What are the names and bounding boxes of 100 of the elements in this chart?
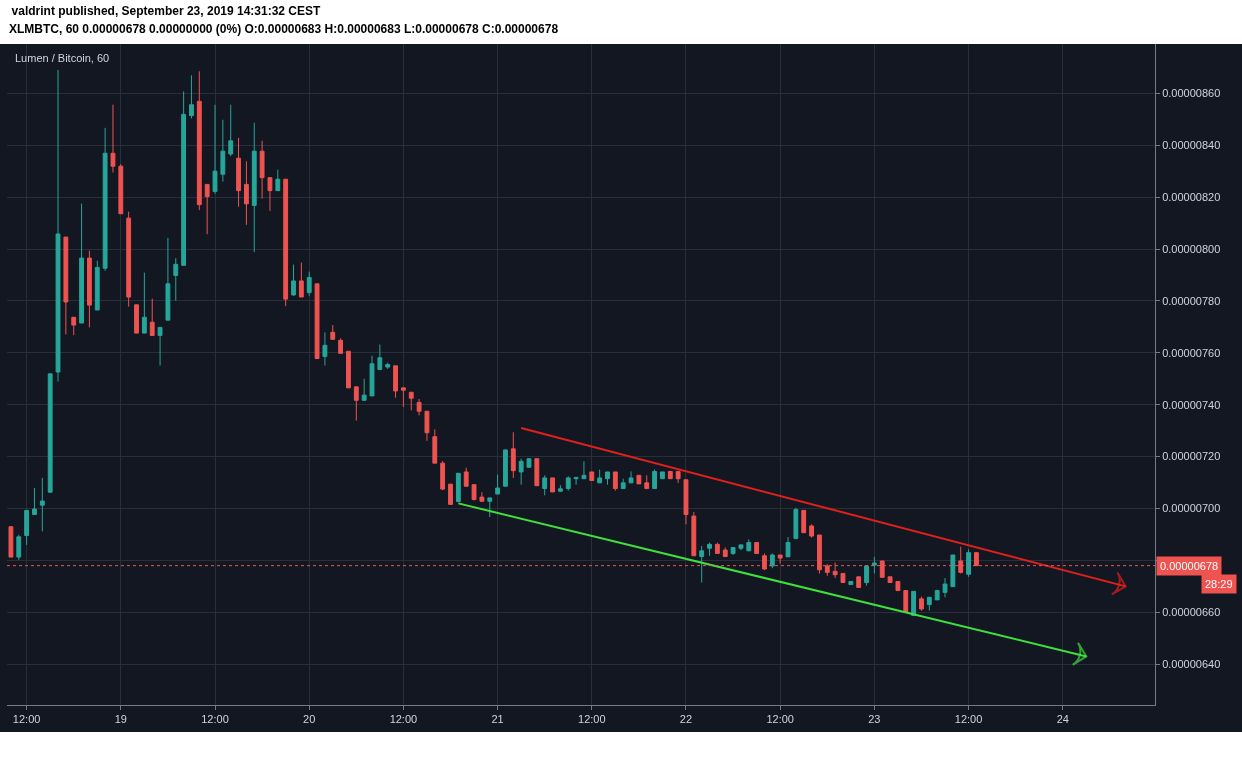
candlestick — [887, 576, 893, 584]
candlestick — [856, 576, 862, 588]
candlestick — [699, 545, 705, 584]
y-tick-label: 0.00000760 — [1162, 346, 1221, 359]
candlestick — [448, 483, 453, 505]
candlestick — [393, 365, 398, 399]
candlestick — [675, 470, 681, 484]
candlestick — [385, 362, 391, 370]
candlestick — [330, 324, 336, 340]
candlestick — [503, 449, 508, 487]
candlestick — [903, 590, 909, 613]
candlestick — [919, 596, 924, 612]
candlestick — [864, 565, 869, 587]
candlestick — [667, 470, 673, 480]
candlestick — [809, 523, 814, 539]
x-tick-label: 23 — [868, 713, 881, 726]
candlestick — [32, 487, 37, 516]
y-tick-label: 0.00000820 — [1162, 190, 1221, 203]
candlestick — [228, 104, 234, 157]
candlestick — [377, 344, 383, 370]
candlestick — [94, 260, 100, 311]
candlestick — [589, 471, 595, 482]
candlestick — [165, 237, 171, 321]
candlestick — [605, 471, 610, 486]
candlestick — [911, 590, 917, 616]
candlestick — [283, 178, 289, 307]
candlestick — [620, 478, 626, 490]
candlestick — [71, 316, 77, 336]
candlestick — [730, 546, 736, 556]
candlestick — [557, 484, 563, 492]
candlestick — [196, 70, 202, 211]
candlestick — [542, 474, 548, 496]
candlestick — [636, 474, 642, 485]
candlestick — [251, 122, 257, 253]
y-tick-label: 0.00000720 — [1162, 450, 1221, 463]
annotation: Lumen / Bitcoin, 60 — [15, 52, 110, 64]
candlestick — [338, 337, 344, 354]
candlestick — [683, 479, 689, 525]
candlestick — [212, 104, 218, 195]
candlestick — [102, 127, 108, 272]
y-tick-label: 0.00000800 — [1162, 242, 1221, 255]
candlestick — [408, 391, 414, 411]
candlestick — [55, 69, 61, 383]
y-tick-label: 0.00000840 — [1162, 139, 1221, 152]
candlestick — [495, 474, 501, 495]
candlestick — [573, 476, 579, 486]
candlestick — [236, 137, 241, 208]
candlestick — [612, 471, 618, 492]
candlestick — [181, 90, 187, 266]
candlestick — [707, 542, 712, 557]
candlestick — [314, 283, 320, 360]
x-tick-label: 20 — [303, 713, 316, 726]
y-tick-label: 0.00000640 — [1162, 658, 1221, 671]
candlestick — [189, 74, 194, 119]
candlestick — [463, 467, 469, 487]
chart-subtitle: XLMBTC, 60 0.00000678 0.00000000 (0%) O:0.00000683 H:0.00000683 L:0.00000678 C:0.00000678 — [9, 22, 559, 36]
candlestick — [895, 580, 901, 592]
x-tick-label: 12:00 — [766, 713, 794, 726]
candlestick — [204, 183, 210, 235]
candlestick — [840, 572, 846, 584]
candlestick — [118, 163, 124, 215]
candlestick — [291, 264, 296, 297]
candlestick — [526, 458, 532, 468]
x-tick-label: 12:00 — [578, 713, 606, 726]
x-tick-label: 12:00 — [389, 713, 418, 726]
y-tick-label: 0.00000660 — [1162, 606, 1221, 619]
candlestick — [79, 203, 84, 324]
candlestick — [534, 458, 540, 487]
candlestick — [173, 257, 179, 302]
candlestick — [361, 378, 367, 401]
text: 28:29 — [1205, 578, 1233, 590]
candlestick — [424, 410, 430, 442]
candlestick — [934, 590, 940, 601]
candlestick — [738, 543, 744, 551]
candlestick — [141, 272, 147, 334]
candlestick — [926, 596, 932, 612]
candlestick — [47, 373, 53, 493]
candlestick — [793, 507, 799, 540]
candlestick — [432, 428, 438, 464]
candlestick — [267, 177, 273, 212]
candlestick — [581, 460, 587, 480]
candlestick — [440, 460, 446, 491]
candlestick — [950, 554, 956, 588]
x-tick-label: 12:00 — [12, 713, 41, 726]
x-tick-label: 21 — [491, 713, 504, 726]
y-tick-label: 0.00000860 — [1162, 87, 1221, 100]
candlestick — [518, 458, 524, 486]
candlestick — [134, 304, 139, 334]
candlestick — [400, 387, 406, 408]
candlestick — [801, 509, 807, 534]
candlestick — [298, 262, 304, 298]
candlestick — [353, 386, 359, 422]
candlestick — [306, 271, 312, 297]
y-tick-label: 0.00000740 — [1162, 398, 1221, 411]
candlestick — [510, 431, 516, 479]
candlestick — [628, 470, 634, 484]
candlestick — [746, 538, 752, 552]
candlestick — [259, 140, 265, 200]
candlestick — [479, 491, 485, 502]
chart-title: valdrint published, September 23, 2019 14:31:32 CEST — [11, 3, 322, 18]
